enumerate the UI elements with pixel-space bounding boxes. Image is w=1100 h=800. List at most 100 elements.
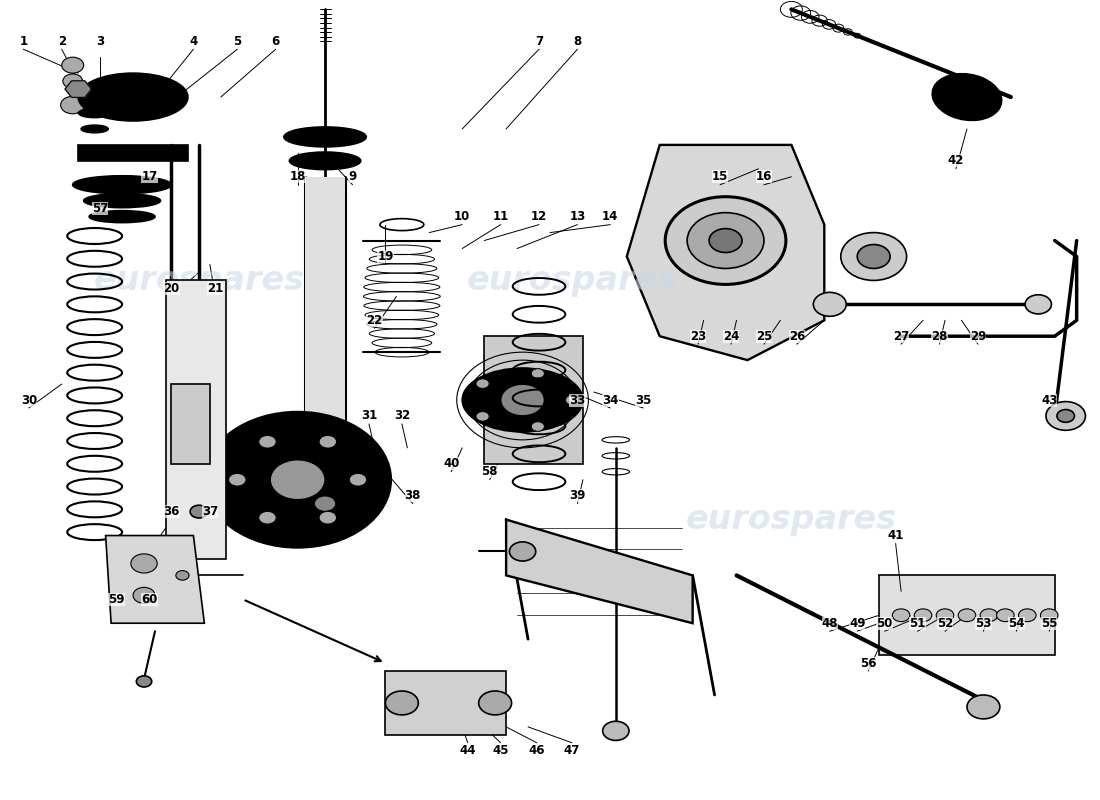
Text: 1: 1 xyxy=(20,34,28,48)
Text: 13: 13 xyxy=(570,210,585,223)
Circle shape xyxy=(936,609,954,622)
Text: 35: 35 xyxy=(635,394,651,406)
Text: 42: 42 xyxy=(948,154,965,167)
Circle shape xyxy=(997,609,1014,622)
Circle shape xyxy=(1057,410,1075,422)
Polygon shape xyxy=(172,384,210,464)
Ellipse shape xyxy=(78,73,188,121)
Circle shape xyxy=(603,722,629,741)
Ellipse shape xyxy=(81,125,109,133)
Ellipse shape xyxy=(89,210,155,222)
Text: 7: 7 xyxy=(535,34,543,48)
Circle shape xyxy=(914,609,932,622)
Text: 38: 38 xyxy=(405,489,421,502)
Text: 26: 26 xyxy=(789,330,805,342)
Text: 49: 49 xyxy=(849,617,866,630)
Text: 60: 60 xyxy=(141,593,157,606)
Circle shape xyxy=(688,213,764,269)
Circle shape xyxy=(710,229,742,253)
Circle shape xyxy=(813,292,846,316)
Text: 48: 48 xyxy=(822,617,838,630)
Ellipse shape xyxy=(309,492,341,515)
Ellipse shape xyxy=(289,152,361,170)
Text: 59: 59 xyxy=(108,593,124,606)
Circle shape xyxy=(205,412,390,547)
Circle shape xyxy=(954,87,980,106)
Circle shape xyxy=(892,609,910,622)
Circle shape xyxy=(476,379,490,388)
Text: eurospares: eurospares xyxy=(466,264,678,297)
Circle shape xyxy=(190,506,208,518)
Text: 40: 40 xyxy=(443,458,460,470)
Text: 16: 16 xyxy=(756,170,772,183)
Circle shape xyxy=(131,554,157,573)
Text: 18: 18 xyxy=(289,170,306,183)
Circle shape xyxy=(476,412,490,421)
Circle shape xyxy=(1019,609,1036,622)
Circle shape xyxy=(565,395,579,405)
Circle shape xyxy=(478,691,512,715)
Circle shape xyxy=(509,542,536,561)
Text: 23: 23 xyxy=(690,330,706,342)
Text: 21: 21 xyxy=(207,282,223,295)
Text: 51: 51 xyxy=(910,617,926,630)
Text: 57: 57 xyxy=(92,202,108,215)
Circle shape xyxy=(980,609,998,622)
Circle shape xyxy=(1046,402,1086,430)
Circle shape xyxy=(136,676,152,687)
Circle shape xyxy=(319,511,337,524)
Ellipse shape xyxy=(78,108,111,118)
Circle shape xyxy=(271,460,326,500)
Circle shape xyxy=(531,369,544,378)
Circle shape xyxy=(385,691,418,715)
Text: 4: 4 xyxy=(189,34,198,48)
Text: 14: 14 xyxy=(602,210,618,223)
Ellipse shape xyxy=(933,74,1001,120)
Text: 58: 58 xyxy=(482,466,498,478)
Circle shape xyxy=(840,233,906,281)
Circle shape xyxy=(60,96,85,114)
Circle shape xyxy=(133,587,155,603)
Circle shape xyxy=(176,570,189,580)
Text: 31: 31 xyxy=(361,410,377,422)
Text: 32: 32 xyxy=(394,410,410,422)
Polygon shape xyxy=(627,145,824,360)
Text: 2: 2 xyxy=(57,34,66,48)
Text: 52: 52 xyxy=(937,617,954,630)
Text: 39: 39 xyxy=(569,489,585,502)
Text: 27: 27 xyxy=(893,330,910,342)
Text: eurospares: eurospares xyxy=(94,264,305,297)
Polygon shape xyxy=(484,336,583,464)
Text: 56: 56 xyxy=(860,657,877,670)
Text: 9: 9 xyxy=(349,170,356,183)
Text: 19: 19 xyxy=(377,250,394,263)
Polygon shape xyxy=(879,575,1055,655)
Polygon shape xyxy=(506,519,693,623)
Text: 43: 43 xyxy=(1041,394,1057,406)
Text: 8: 8 xyxy=(573,34,582,48)
Text: 3: 3 xyxy=(96,34,104,48)
Circle shape xyxy=(62,57,84,73)
Text: 55: 55 xyxy=(1041,617,1057,630)
Circle shape xyxy=(1025,294,1052,314)
Circle shape xyxy=(229,474,246,486)
Text: eurospares: eurospares xyxy=(686,503,896,536)
Circle shape xyxy=(967,695,1000,719)
Circle shape xyxy=(315,496,336,512)
Text: 34: 34 xyxy=(602,394,618,406)
Text: 10: 10 xyxy=(454,210,471,223)
Text: 12: 12 xyxy=(531,210,547,223)
Circle shape xyxy=(500,384,544,416)
FancyBboxPatch shape xyxy=(166,281,227,559)
Text: 45: 45 xyxy=(493,744,509,758)
Text: 25: 25 xyxy=(756,330,772,342)
Ellipse shape xyxy=(84,194,161,208)
Text: 29: 29 xyxy=(970,330,986,342)
Circle shape xyxy=(258,511,276,524)
Ellipse shape xyxy=(73,176,172,194)
Text: 33: 33 xyxy=(570,394,585,406)
Text: 36: 36 xyxy=(163,505,179,518)
Circle shape xyxy=(319,435,337,448)
Polygon shape xyxy=(65,81,91,98)
Text: 6: 6 xyxy=(272,34,279,48)
